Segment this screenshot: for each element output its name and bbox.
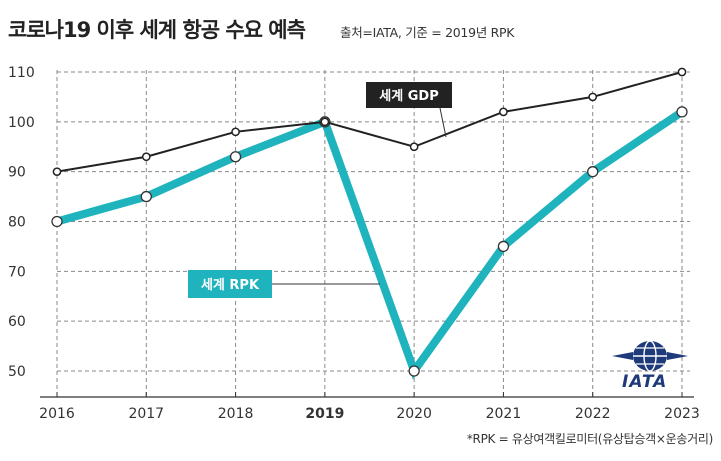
y-tick-label: 80: [8, 215, 26, 231]
gdp-series-label: 세계 GDP: [379, 89, 438, 104]
x-tick-label: 2016: [39, 406, 75, 422]
grid: [56, 70, 690, 397]
y-tick-label: 90: [8, 165, 26, 181]
x-tick-label: 2023: [664, 406, 700, 422]
y-tick-label: 110: [8, 65, 35, 81]
data-point-gdp: [231, 127, 240, 137]
logo-text: IATA: [622, 372, 667, 392]
x-tick-label: 2018: [218, 406, 254, 422]
y-tick-label: 60: [8, 314, 26, 330]
y-axis-ticks: 50 60 70 80 90 100 110: [8, 65, 35, 380]
y-tick-label: 70: [8, 264, 26, 280]
x-tick-label: 2022: [575, 406, 611, 422]
series-line-gdp: [56, 71, 683, 173]
data-point-rpk: [587, 166, 599, 178]
chart-title: 코로나19 이후 세계 항공 수요 예측: [8, 18, 306, 42]
data-point-gdp: [409, 142, 419, 152]
series-lines: [51, 67, 688, 380]
x-tick-label: 2019: [305, 406, 344, 422]
y-tick-label: 50: [8, 364, 26, 380]
data-point-rpk: [51, 215, 63, 228]
series-line-rpk: [55, 108, 685, 380]
rpk-series-label: 세계 RPK: [201, 278, 260, 293]
x-tick-label: 2020: [396, 406, 432, 422]
chart-footnote: *RPK = 유상여객킬로미터(유상탑승객×운송거리): [467, 432, 713, 446]
iata-logo: IATA: [612, 340, 688, 392]
data-point-gdp: [588, 92, 598, 102]
rpk-label-box: [188, 270, 272, 298]
y-tick-label: 100: [8, 115, 35, 131]
data-point-rpk: [229, 151, 242, 163]
data-point-gdp: [141, 152, 151, 162]
x-tick-label: 2017: [128, 406, 164, 422]
series-labels: 세계 GDP 세계 RPK: [188, 82, 452, 298]
chart-subtitle: 출처=IATA, 기준 = 2019년 RPK: [340, 25, 515, 40]
data-point-gdp: [52, 167, 62, 177]
x-axis-ticks: 2016 2017 2018 2019 2020 2021 2022 2023: [39, 392, 700, 422]
gdp-label-box: [366, 82, 452, 108]
x-tick-label: 2021: [486, 406, 522, 422]
data-point-gdp: [499, 107, 508, 117]
data-point-rpk: [497, 240, 510, 253]
gdp-leader-line: [439, 107, 447, 138]
data-point-gdp: [320, 117, 330, 127]
data-point-rpk: [676, 106, 688, 118]
data-point-rpk: [408, 365, 420, 377]
data-point-gdp: [677, 67, 687, 77]
data-point-rpk: [140, 190, 152, 203]
globe-icon: [612, 340, 688, 372]
